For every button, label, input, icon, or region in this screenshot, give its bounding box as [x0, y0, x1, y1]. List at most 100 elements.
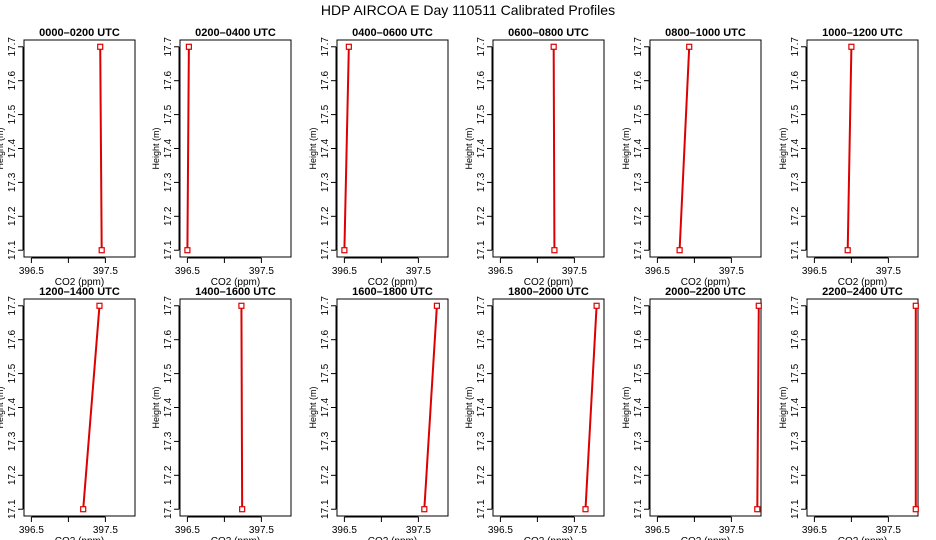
profile-point [755, 302, 762, 309]
x-tick-label: 396.5 [332, 266, 357, 277]
x-tick-label: 397.5 [719, 525, 744, 536]
x-axis-label: CO2 (ppm) [211, 277, 260, 288]
y-tick-label: 17.2 [7, 465, 18, 485]
y-tick-label: 17.1 [7, 240, 18, 260]
x-tick-label: 397.5 [93, 266, 118, 277]
profile-point [582, 506, 589, 513]
y-tick-label: 17.2 [633, 465, 644, 485]
panel-title: 0200–0400 UTC [195, 27, 276, 39]
x-tick-label: 396.5 [175, 266, 200, 277]
y-tick-label: 17.2 [790, 465, 801, 485]
profile-line [552, 46, 556, 251]
plot-frame [336, 298, 449, 517]
panel-title: 1800–2000 UTC [508, 286, 589, 298]
y-tick-label: 17.4 [476, 138, 487, 158]
y-axis-label: Height (m) [0, 386, 5, 428]
y-tick-label: 17.6 [320, 330, 331, 350]
y-tick-label: 17.2 [633, 206, 644, 226]
y-tick-label: 17.6 [633, 330, 644, 350]
y-tick-label: 17.2 [790, 206, 801, 226]
y-tick-label: 17.7 [7, 37, 18, 57]
y-tick-label: 17.3 [320, 431, 331, 451]
panel-title: 2200–2400 UTC [822, 286, 903, 298]
profile-point [593, 302, 600, 309]
plot-frame [649, 39, 762, 258]
plot-frame [23, 39, 136, 258]
x-axis-label: CO2 (ppm) [681, 277, 730, 288]
profile-point [676, 247, 683, 254]
y-tick-label: 17.5 [633, 104, 644, 124]
y-tick-label: 17.5 [790, 363, 801, 383]
profile-line [678, 46, 691, 251]
plot-frame [336, 39, 449, 258]
y-tick-label: 17.5 [7, 363, 18, 383]
y-tick-label: 17.4 [476, 397, 487, 417]
y-tick-label: 17.1 [320, 499, 331, 519]
profile-point [754, 506, 761, 513]
y-tick-label: 17.7 [163, 296, 174, 316]
plot-frame [179, 298, 292, 517]
profile-point [550, 43, 557, 50]
profile-point [98, 247, 105, 254]
y-tick-label: 17.6 [476, 71, 487, 91]
y-tick-label: 17.6 [790, 71, 801, 91]
y-tick-label: 17.6 [7, 330, 18, 350]
y-tick-label: 17.2 [7, 206, 18, 226]
x-axis-label: CO2 (ppm) [211, 536, 260, 540]
y-tick-label: 17.4 [790, 397, 801, 417]
profile-point [239, 506, 246, 513]
y-tick-label: 17.2 [163, 465, 174, 485]
y-axis-label: Height (m) [621, 127, 631, 169]
x-tick-label: 397.5 [562, 266, 587, 277]
y-tick-label: 17.7 [633, 37, 644, 57]
profile-point [421, 506, 428, 513]
y-axis-label: Height (m) [151, 127, 161, 169]
x-tick-label: 397.5 [876, 525, 901, 536]
y-tick-label: 17.5 [320, 104, 331, 124]
y-tick-label: 17.3 [7, 431, 18, 451]
x-axis-label: CO2 (ppm) [55, 536, 104, 540]
profile-line [584, 305, 598, 510]
y-axis-label: Height (m) [0, 127, 5, 169]
x-tick-label: 396.5 [802, 525, 827, 536]
panel-title: 2000–2200 UTC [665, 286, 746, 298]
y-tick-label: 17.4 [633, 397, 644, 417]
profile-line [186, 46, 190, 251]
x-tick-label: 397.5 [249, 525, 274, 536]
x-tick-label: 396.5 [488, 266, 513, 277]
y-tick-label: 17.1 [320, 240, 331, 260]
y-tick-label: 17.3 [476, 172, 487, 192]
y-tick-label: 17.7 [163, 37, 174, 57]
y-axis-label: Height (m) [464, 386, 474, 428]
y-tick-label: 17.3 [633, 172, 644, 192]
y-tick-label: 17.3 [7, 172, 18, 192]
plot-frame [649, 298, 762, 517]
y-tick-label: 17.5 [476, 104, 487, 124]
profile-point [912, 302, 919, 309]
plot-frame [806, 298, 919, 517]
panel-title: 1000–1200 UTC [822, 27, 903, 39]
y-tick-label: 17.5 [163, 104, 174, 124]
y-tick-label: 17.5 [7, 104, 18, 124]
y-tick-label: 17.5 [320, 363, 331, 383]
y-tick-label: 17.1 [790, 499, 801, 519]
profile-point [97, 43, 104, 50]
profile-point [80, 506, 87, 513]
x-tick-label: 396.5 [175, 525, 200, 536]
x-axis-label: CO2 (ppm) [55, 277, 104, 288]
profile-point [184, 247, 191, 254]
profile-point [848, 43, 855, 50]
x-axis-label: CO2 (ppm) [368, 277, 417, 288]
y-axis-label: Height (m) [621, 386, 631, 428]
profile-point [185, 43, 192, 50]
profile-line [99, 46, 103, 251]
x-tick-label: 396.5 [645, 525, 670, 536]
panel-title: 1600–1800 UTC [352, 286, 433, 298]
x-tick-label: 396.5 [802, 266, 827, 277]
